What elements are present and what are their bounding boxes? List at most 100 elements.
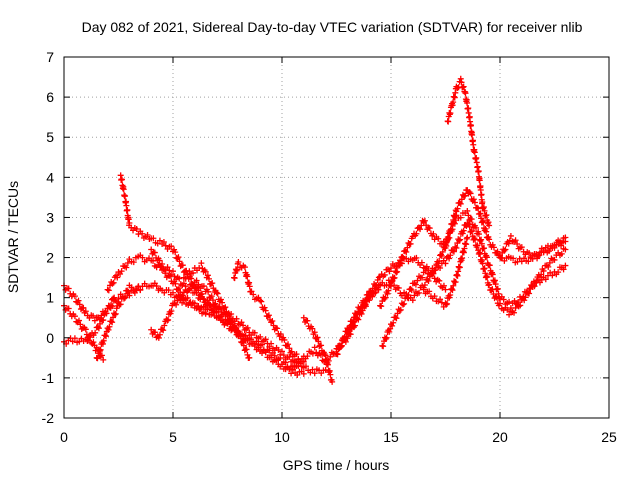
data-point — [492, 293, 499, 300]
data-point — [337, 344, 344, 351]
data-point — [123, 202, 130, 209]
data-point — [426, 288, 433, 295]
data-point — [439, 248, 446, 255]
data-point — [243, 346, 250, 353]
data-point — [221, 305, 228, 312]
data-point — [114, 274, 121, 281]
data-point — [156, 237, 163, 244]
data-point — [431, 293, 438, 300]
data-point — [202, 268, 209, 275]
data-point — [291, 363, 298, 370]
data-point — [501, 247, 508, 254]
data-point — [123, 264, 130, 271]
data-point — [118, 176, 125, 183]
data-point — [168, 243, 175, 250]
data-point — [233, 315, 240, 322]
data-point — [452, 243, 459, 250]
data-point — [322, 352, 329, 359]
data-point — [193, 289, 200, 296]
data-point — [266, 343, 273, 350]
data-point — [322, 366, 329, 373]
data-point — [453, 245, 460, 252]
data-point — [246, 283, 253, 290]
data-point — [139, 230, 146, 237]
data-point — [408, 287, 415, 294]
data-point — [304, 317, 311, 324]
x-axis-label: GPS time / hours — [283, 457, 390, 473]
data-point — [241, 264, 248, 271]
data-point — [262, 307, 269, 314]
data-point — [464, 207, 471, 214]
data-point — [453, 208, 460, 215]
data-point — [430, 230, 437, 237]
data-point — [525, 258, 532, 265]
data-point — [354, 314, 361, 321]
data-point — [165, 316, 172, 323]
data-point — [450, 282, 457, 289]
data-point — [522, 294, 529, 301]
series-arc-15 — [377, 187, 569, 310]
data-point — [98, 352, 105, 359]
data-point — [251, 329, 258, 336]
data-point — [386, 268, 393, 275]
data-point — [179, 294, 186, 301]
data-point — [159, 326, 166, 333]
data-point — [109, 319, 116, 326]
data-point — [126, 220, 133, 227]
y-tick-label: 7 — [46, 49, 54, 65]
data-point — [293, 359, 300, 366]
data-point — [381, 295, 388, 302]
data-point — [454, 205, 461, 212]
data-point — [452, 212, 459, 219]
data-point — [246, 354, 253, 361]
data-point — [514, 241, 521, 248]
data-point — [265, 312, 272, 319]
data-point — [184, 294, 191, 301]
data-point — [489, 271, 496, 278]
data-point — [90, 339, 97, 346]
data-point — [182, 275, 189, 282]
data-point — [458, 196, 465, 203]
data-point — [403, 248, 410, 255]
data-point — [505, 240, 512, 247]
data-point — [510, 255, 517, 262]
series-arc-5 — [104, 252, 209, 317]
data-point — [362, 301, 369, 308]
data-point — [470, 196, 477, 203]
data-point — [80, 304, 87, 311]
data-point — [442, 245, 449, 252]
data-point — [125, 288, 132, 295]
data-point — [257, 297, 264, 304]
data-point — [204, 297, 211, 304]
data-point — [538, 271, 545, 278]
data-point — [477, 210, 484, 217]
data-point — [285, 341, 292, 348]
x-tick-label: 5 — [169, 429, 177, 445]
data-point — [171, 273, 178, 280]
data-point — [494, 248, 501, 255]
data-point — [262, 336, 269, 343]
data-point — [431, 267, 438, 274]
data-point — [155, 334, 162, 341]
data-point — [391, 274, 398, 281]
data-point — [208, 293, 215, 300]
data-point — [390, 319, 397, 326]
data-point — [413, 254, 420, 261]
data-point — [188, 275, 195, 282]
data-point — [313, 349, 320, 356]
data-point — [327, 371, 334, 378]
data-point — [309, 325, 316, 332]
data-point — [457, 200, 464, 207]
data-point — [300, 370, 307, 377]
data-point — [462, 90, 469, 97]
data-point — [258, 298, 265, 305]
data-point — [416, 289, 423, 296]
data-point — [399, 253, 406, 260]
data-point — [444, 300, 451, 307]
data-point — [235, 259, 242, 266]
data-point — [118, 268, 125, 275]
data-point — [450, 99, 457, 106]
data-point — [456, 264, 463, 271]
data-point — [486, 236, 493, 243]
data-point — [294, 371, 301, 378]
